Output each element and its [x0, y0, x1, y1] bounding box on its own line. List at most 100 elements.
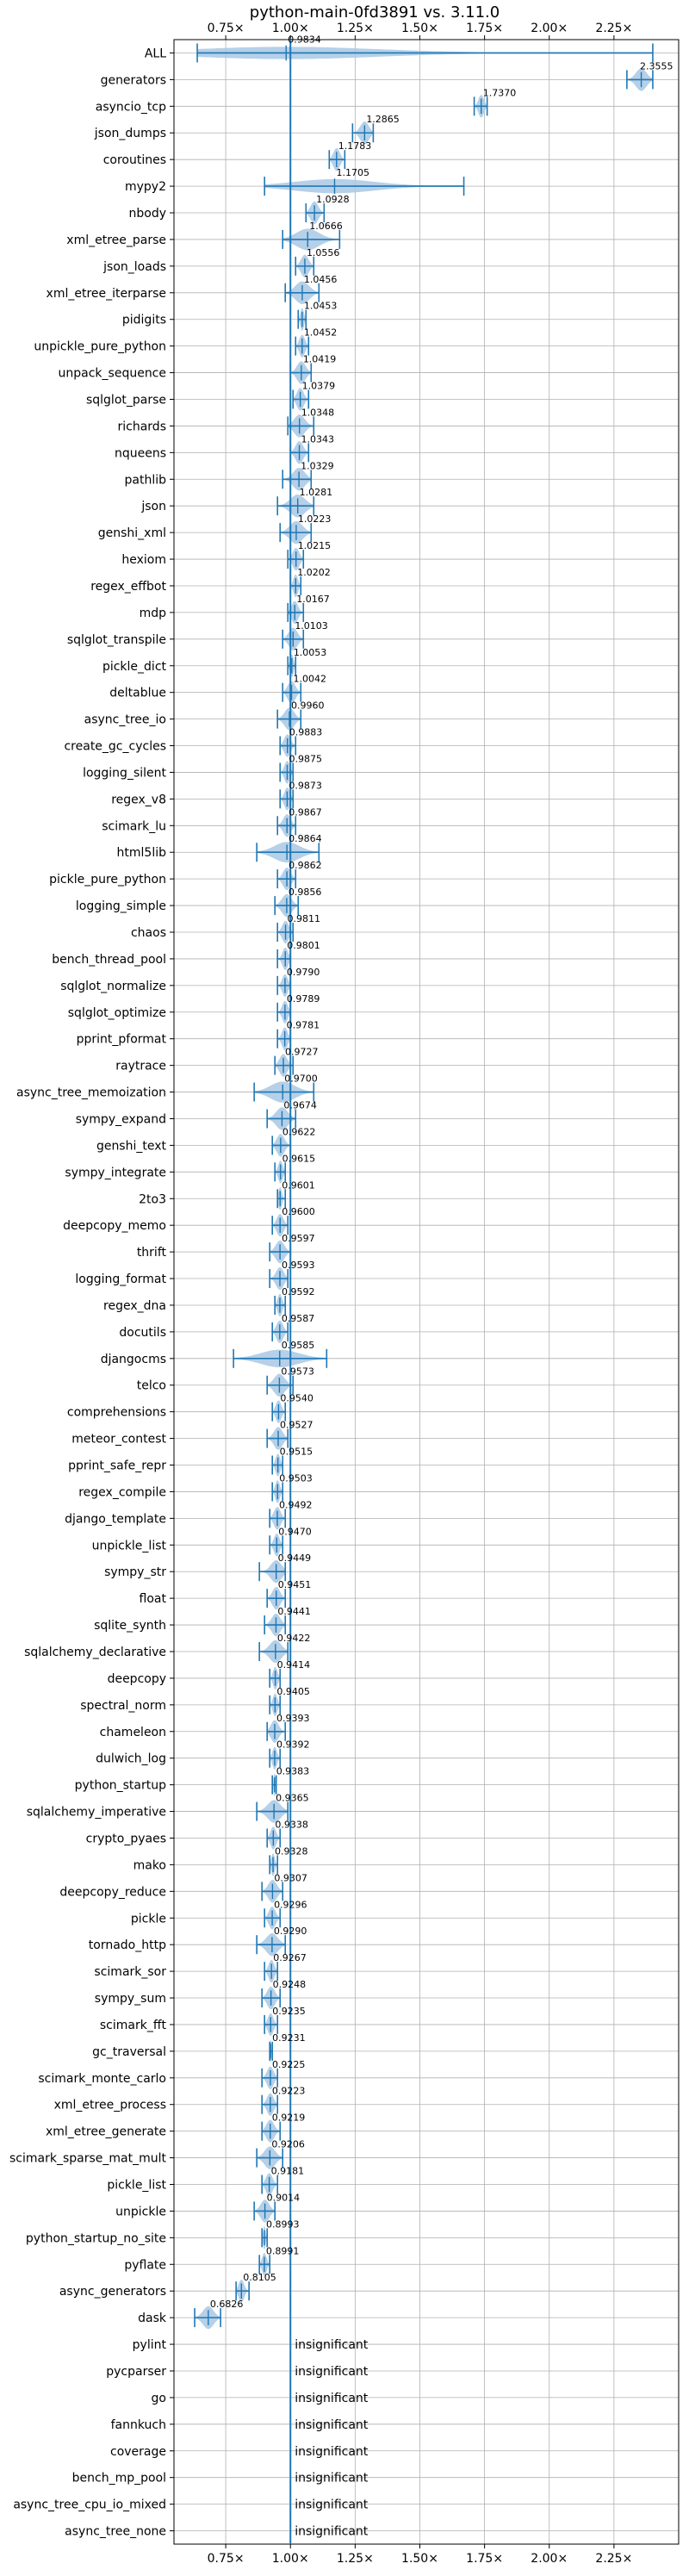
value-label: 0.8105	[243, 2272, 276, 2283]
value-label: 1.1705	[336, 167, 369, 178]
value-label: 0.9593	[282, 1260, 315, 1271]
value-label: 0.9414	[277, 1659, 311, 1671]
value-label: 0.9267	[273, 1952, 307, 1963]
value-label: 0.9248	[273, 1979, 307, 1990]
category-label: logging_format	[75, 1272, 166, 1286]
category-label: pickle	[131, 1912, 166, 1926]
category-label: raytrace	[115, 1060, 166, 1073]
x-tick-label-top: 1.25×	[337, 22, 374, 35]
x-tick-label-bottom: 2.25×	[595, 2552, 632, 2566]
category-label: pidigits	[122, 314, 166, 327]
value-label: 0.9960	[291, 700, 325, 712]
insignificant-label: insignificant	[295, 2392, 369, 2405]
value-label: 1.0452	[304, 327, 338, 339]
value-label: 1.2865	[366, 114, 400, 125]
insignificant-label: insignificant	[295, 2472, 369, 2486]
value-label: 1.0419	[303, 354, 337, 365]
category-label: richards	[118, 420, 167, 433]
insignificant-label: insignificant	[295, 2498, 369, 2512]
value-label: 1.0042	[293, 674, 326, 685]
category-label: pprint_pformat	[77, 1033, 167, 1047]
value-label: 1.0103	[295, 620, 328, 632]
x-tick-label-top: 1.75×	[466, 22, 503, 35]
value-label: 1.0329	[301, 460, 334, 471]
category-label: sqlglot_optimize	[68, 1006, 166, 1020]
value-label: 0.9338	[275, 1819, 308, 1830]
category-label: deepcopy_memo	[63, 1219, 166, 1233]
category-label: xml_etree_process	[54, 2099, 166, 2112]
category-label: sqlglot_normalize	[60, 980, 166, 993]
value-label: 0.8993	[266, 2218, 300, 2230]
category-label: dask	[138, 2312, 167, 2325]
value-label: 0.9392	[276, 1739, 310, 1751]
axes: 0.75× 0.75× 1.00× 1.00× 1.25× 1.25× 1.50× 1.50×…	[9, 22, 680, 2566]
value-label: 1.0666	[309, 221, 343, 232]
category-label: spectral_norm	[80, 1699, 166, 1713]
category-label: scimark_fft	[100, 2019, 167, 2032]
category-label: coverage	[110, 2445, 166, 2459]
chart-title: python-main-0fd3891 vs. 3.11.0	[250, 3, 500, 22]
x-tick-label-bottom: 1.50×	[401, 2552, 438, 2566]
category-label: sqlalchemy_declarative	[24, 1646, 166, 1659]
category-label: tornado_http	[89, 1938, 166, 1952]
value-label: 1.0053	[294, 647, 327, 658]
value-label: 1.0223	[298, 513, 332, 525]
x-tick-label-top: 1.50×	[401, 22, 438, 35]
value-label: 0.9592	[282, 1286, 315, 1297]
value-label: 1.0348	[301, 407, 335, 418]
category-label: regex_v8	[111, 793, 166, 806]
category-label: sympy_str	[104, 1565, 166, 1579]
plot-frame	[173, 39, 680, 2545]
value-label: 0.6826	[210, 2299, 244, 2310]
value-label: 0.9181	[271, 2166, 305, 2177]
category-label: generators	[101, 73, 166, 87]
value-label: 0.9864	[289, 833, 322, 844]
category-label: sympy_integrate	[65, 1166, 166, 1179]
category-label: fannkuch	[111, 2418, 166, 2432]
grid	[174, 40, 679, 2544]
category-label: dulwich_log	[96, 1752, 166, 1766]
value-label: 0.9383	[276, 1766, 310, 1777]
value-label: 0.9573	[281, 1366, 314, 1378]
category-label: python_startup_no_site	[26, 2231, 166, 2245]
category-label: html5lib	[117, 846, 167, 860]
value-label: 0.9597	[282, 1233, 315, 1244]
value-label: 0.9811	[288, 913, 321, 924]
category-label: regex_dna	[103, 1299, 166, 1313]
x-tick-label-top: 0.75×	[208, 22, 245, 35]
value-label: 0.9223	[272, 2086, 306, 2097]
category-label: nqueens	[115, 446, 166, 460]
insignificant-label: insignificant	[295, 2525, 369, 2539]
value-label: 1.1783	[338, 140, 372, 152]
value-label: 1.0928	[316, 194, 350, 205]
insignificant-label: insignificant	[295, 2445, 369, 2459]
category-label: scimark_monte_carlo	[38, 2072, 166, 2086]
category-label: scimark_lu	[102, 819, 166, 833]
value-label: 0.9781	[287, 1020, 320, 1031]
value-label: 0.9365	[276, 1793, 309, 1804]
category-label: gc_traversal	[92, 2045, 166, 2059]
value-label: 1.0281	[300, 487, 333, 498]
insignificant-label: insignificant	[295, 2418, 369, 2432]
value-label: 0.9873	[289, 780, 322, 791]
value-label: 0.8991	[266, 2245, 300, 2256]
category-label: xml_etree_parse	[66, 233, 166, 247]
category-label: mako	[133, 1858, 166, 1872]
category-label: unpack_sequence	[59, 367, 166, 381]
value-label: 1.0453	[304, 301, 338, 312]
category-label: unpickle	[115, 2205, 166, 2218]
value-label: 1.0215	[298, 540, 332, 551]
category-label: pathlib	[125, 473, 167, 487]
category-label: async_generators	[59, 2285, 166, 2299]
x-tick-label-bottom: 2.00×	[531, 2552, 568, 2566]
category-label: telco	[137, 1379, 166, 1393]
category-label: thrift	[137, 1246, 167, 1260]
value-label: 0.9587	[282, 1313, 315, 1324]
category-label: mypy2	[125, 180, 166, 194]
category-label: async_tree_none	[65, 2525, 166, 2539]
category-label: genshi_xml	[98, 526, 166, 540]
data-labels: 0.9834 2.3555 1.7370 1.2865 1.1783 1.1705 1.09…	[210, 34, 673, 2538]
x-tick-label-bottom: 0.75×	[208, 2552, 245, 2566]
value-label: 0.9875	[289, 753, 322, 764]
